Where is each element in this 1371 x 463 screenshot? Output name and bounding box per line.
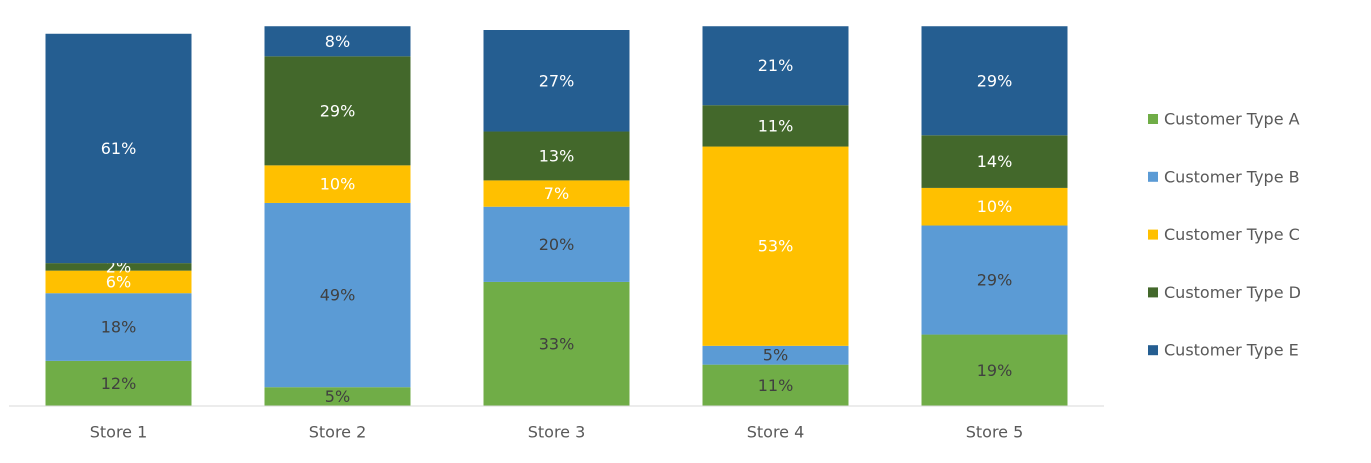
- data-label: 19%: [977, 361, 1013, 380]
- data-label: 10%: [320, 175, 356, 194]
- bar-segment: [483, 281, 630, 406]
- bar-segment: [483, 30, 630, 132]
- bar-segment: [45, 270, 192, 294]
- data-label: 49%: [320, 286, 356, 305]
- x-tick-label: Store 5: [966, 423, 1024, 442]
- bar-segment: [45, 360, 192, 406]
- legend-label: Customer Type A: [1164, 110, 1300, 129]
- data-label: 6%: [106, 272, 131, 291]
- x-tick-label: Store 1: [90, 423, 148, 442]
- data-label: 11%: [758, 116, 794, 135]
- data-label: 10%: [977, 197, 1013, 216]
- legend-label: Customer Type D: [1164, 283, 1301, 302]
- legend-swatch: [1148, 345, 1158, 356]
- data-label: 18%: [101, 318, 137, 337]
- bar-segment: [921, 26, 1068, 136]
- legend-swatch: [1148, 171, 1158, 182]
- legend-swatch: [1148, 287, 1158, 298]
- data-label: 11%: [758, 376, 794, 395]
- bar-segment: [483, 131, 630, 181]
- bar-segment: [702, 146, 849, 346]
- bar-segment: [483, 180, 630, 207]
- x-tick-label: Store 3: [528, 423, 586, 442]
- bar-segment: [264, 165, 411, 203]
- bar-segment: [702, 26, 849, 106]
- data-label: 21%: [758, 56, 794, 75]
- legend-swatch: [1148, 114, 1158, 124]
- bar-segment: [45, 293, 192, 361]
- data-label: 13%: [539, 146, 575, 165]
- data-label: 33%: [539, 334, 575, 353]
- x-tick-label: Store 4: [747, 423, 805, 442]
- data-label: 29%: [320, 101, 356, 120]
- data-label: 5%: [763, 346, 788, 365]
- data-label: 14%: [977, 152, 1013, 171]
- legend-label: Customer Type B: [1164, 167, 1300, 186]
- data-label: 29%: [977, 71, 1013, 90]
- data-label: 5%: [325, 387, 350, 406]
- bar-segment: [702, 345, 849, 365]
- bar-segment: [264, 387, 411, 406]
- bar-segment: [45, 263, 192, 271]
- data-label: 12%: [101, 374, 137, 393]
- bar-segment: [45, 33, 192, 264]
- bar-segment: [921, 135, 1068, 188]
- data-label: 27%: [539, 71, 575, 90]
- data-label: 7%: [544, 184, 569, 203]
- bar-segment: [921, 187, 1068, 226]
- data-label: 8%: [325, 32, 350, 51]
- legend-swatch: [1148, 229, 1158, 240]
- legend-label: Customer Type C: [1164, 225, 1300, 244]
- data-label: 20%: [539, 235, 575, 254]
- bar-segment: [921, 334, 1068, 406]
- data-label: 29%: [977, 271, 1013, 290]
- bar-segment: [264, 202, 411, 388]
- bar-segment: [264, 26, 411, 57]
- bar-segment: [921, 225, 1068, 335]
- data-label: 53%: [758, 237, 794, 256]
- legend-label: Customer Type E: [1164, 341, 1299, 360]
- x-tick-label: Store 2: [309, 423, 367, 442]
- bar-segment: [483, 206, 630, 282]
- bar-segment: [702, 105, 849, 147]
- bar-segment: [702, 364, 849, 406]
- data-label: 61%: [101, 139, 137, 158]
- bar-segment: [264, 56, 411, 166]
